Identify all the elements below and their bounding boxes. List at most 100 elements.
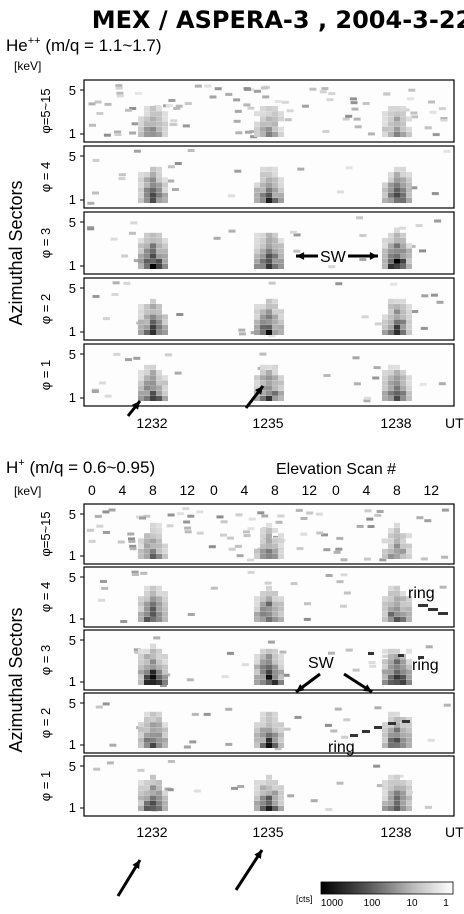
count-cell <box>406 669 412 675</box>
count-cell <box>382 611 388 617</box>
count-cell <box>272 554 278 559</box>
count-cell <box>272 669 278 675</box>
count-cell <box>156 596 162 602</box>
count-cell <box>394 674 400 680</box>
count-cell <box>272 106 278 111</box>
count-cell <box>394 314 400 320</box>
colorbar-tick-label: 1 <box>443 898 449 909</box>
count-cell <box>156 166 162 172</box>
count-cell <box>254 126 260 132</box>
count-cell <box>254 182 260 188</box>
count-cell <box>278 126 284 132</box>
count-cell <box>150 806 156 811</box>
count-cell <box>243 87 251 91</box>
count-cell <box>266 264 272 269</box>
count-cell <box>138 304 144 309</box>
count-cell <box>260 264 266 269</box>
count-cell <box>111 293 119 296</box>
count-cell <box>162 177 168 183</box>
count-cell <box>156 106 162 111</box>
count-cell <box>400 132 406 137</box>
count-cell <box>150 548 156 554</box>
count-cell <box>388 192 394 198</box>
count-cell <box>156 324 162 330</box>
count-cell <box>382 111 388 117</box>
count-cell <box>400 370 406 375</box>
count-cell <box>162 121 168 127</box>
count-cell <box>162 737 168 743</box>
count-cell <box>406 243 412 249</box>
count-cell <box>260 717 266 722</box>
count-cell <box>272 727 278 733</box>
count-cell <box>382 617 388 622</box>
count-cell <box>150 795 156 801</box>
count-cell <box>184 526 192 530</box>
count-cell <box>138 659 144 665</box>
count-cell <box>187 149 195 152</box>
count-cell <box>400 795 406 801</box>
count-cell <box>374 322 382 326</box>
count-cell <box>394 648 400 654</box>
count-cell <box>196 510 204 514</box>
count-cell <box>388 258 394 264</box>
count-cell <box>406 664 412 670</box>
count-cell <box>138 375 144 381</box>
count-cell <box>335 282 343 286</box>
count-cell <box>436 300 444 304</box>
figure-title: MEX / ASPERA-3 , 2004-3-22 <box>92 6 464 34</box>
count-cell <box>388 606 394 612</box>
count-cell <box>167 165 175 169</box>
count-cell <box>260 800 266 806</box>
count-cell <box>266 611 272 617</box>
count-cell <box>272 132 278 137</box>
count-cell <box>406 659 412 665</box>
count-cell <box>156 243 162 249</box>
count-cell <box>144 800 150 806</box>
count-cell <box>266 182 272 188</box>
count-cell <box>272 121 278 127</box>
count-cell <box>382 243 388 249</box>
count-cell <box>382 238 388 243</box>
count-cell <box>394 601 400 607</box>
count-cell <box>388 264 394 269</box>
count-cell <box>266 548 272 554</box>
count-cell <box>254 238 260 243</box>
count-cell <box>144 548 150 554</box>
count-cell <box>131 570 139 574</box>
count-cell <box>410 186 418 190</box>
count-cell <box>156 648 162 654</box>
count-cell <box>382 790 388 796</box>
count-cell <box>168 99 176 102</box>
count-cell <box>406 795 412 801</box>
count-cell <box>295 508 303 512</box>
count-cell <box>278 319 284 325</box>
count-cell <box>406 543 412 549</box>
count-cell <box>266 187 272 193</box>
count-cell <box>278 674 284 680</box>
count-cell <box>266 659 272 665</box>
count-cell <box>293 233 301 237</box>
count-cell <box>144 806 150 811</box>
count-cell <box>373 366 381 370</box>
count-cell <box>388 711 394 717</box>
count-cell <box>388 591 394 596</box>
count-cell <box>400 248 406 254</box>
count-cell <box>415 224 423 228</box>
panel-he-row-2: φ = 4 5 1 <box>38 145 455 209</box>
count-cell <box>272 611 278 617</box>
count-cell <box>388 717 394 722</box>
count-cell <box>394 711 400 717</box>
count-cell <box>260 198 266 203</box>
count-cell <box>187 514 195 518</box>
count-cell <box>260 243 266 249</box>
count-cell <box>278 314 284 320</box>
count-cell <box>254 674 260 680</box>
count-cell <box>272 596 278 602</box>
count-cell <box>92 191 99 195</box>
count-cell <box>382 319 388 325</box>
count-cell <box>150 324 156 330</box>
count-cell <box>278 330 284 335</box>
count-cell <box>138 743 144 748</box>
count-cell <box>388 380 394 386</box>
count-cell <box>388 116 394 122</box>
